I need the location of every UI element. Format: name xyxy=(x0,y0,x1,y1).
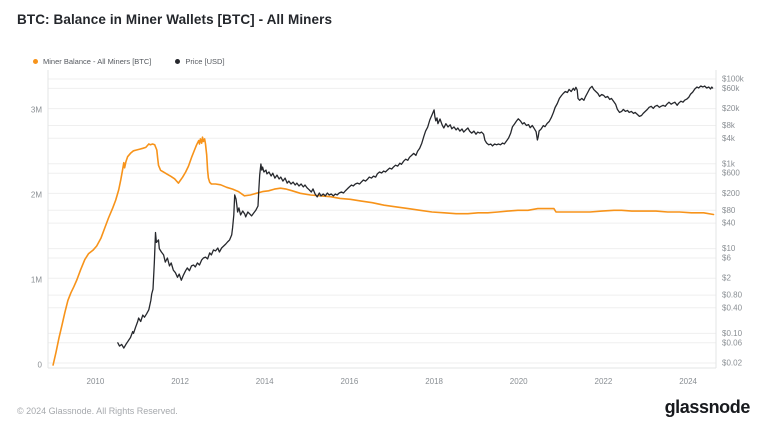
left-axis-tick-label: 0 xyxy=(38,361,43,370)
legend-dot-icon xyxy=(175,59,181,64)
legend-item-label: Miner Balance - All Miners [BTC] xyxy=(43,57,152,66)
right-axis-tick-label: $10 xyxy=(722,244,736,253)
right-axis-tick-label: $80 xyxy=(722,206,736,215)
right-axis-tick-label: $6 xyxy=(722,254,731,263)
legend-item-miner-balance[interactable]: Miner Balance - All Miners [BTC] xyxy=(33,57,151,66)
glassnode-logo: glassnode xyxy=(664,397,751,417)
plot-borders xyxy=(47,70,717,369)
right-axis-tick-label: $1k xyxy=(722,159,736,168)
right-axis-tick-label: $0.02 xyxy=(722,359,743,368)
right-axis-tick-label: $0.10 xyxy=(722,329,743,338)
price-line[interactable] xyxy=(117,85,714,349)
right-axis-tick-label: $100k xyxy=(722,75,745,84)
right-axis-tick-label: $2 xyxy=(722,274,731,283)
page-title: BTC: Balance in Miner Wallets [BTC] - Al… xyxy=(17,12,333,27)
left-axis-tick-label: 3M xyxy=(31,106,42,115)
right-axis-tick-label: $4k xyxy=(722,134,736,143)
right-axis-tick-label: $60k xyxy=(722,84,740,93)
x-axis-tick-label: 2020 xyxy=(510,377,528,386)
right-axis-tick-label: $0.06 xyxy=(722,338,743,347)
price-gridlines xyxy=(48,78,716,364)
right-axis-labels: $100k$60k$20k$8k$4k$1k$600$200$80$40$10$… xyxy=(722,75,745,368)
right-axis-tick-label: $200 xyxy=(722,189,740,198)
right-axis-tick-label: $20k xyxy=(722,104,740,113)
miner-balance-line[interactable] xyxy=(52,136,715,366)
x-axis-tick-label: 2012 xyxy=(171,377,189,386)
legend-item-price[interactable]: Price [USD] xyxy=(175,57,225,66)
right-axis-tick-label: $40 xyxy=(722,219,736,228)
left-axis-tick-label: 2M xyxy=(31,191,42,200)
right-axis-tick-label: $0.40 xyxy=(722,303,743,312)
legend-item-label: Price [USD] xyxy=(185,57,225,66)
x-axis-tick-label: 2014 xyxy=(256,377,274,386)
x-axis-tick-label: 2024 xyxy=(679,377,697,386)
left-axis-labels: 0 1M 2M 3M xyxy=(31,106,43,370)
right-axis-tick-label: $600 xyxy=(722,169,740,178)
x-axis-tick-label: 2016 xyxy=(341,377,359,386)
x-axis-labels: 2010 2012 2014 2016 2018 2020 2022 2024 xyxy=(87,377,698,386)
x-axis-tick-label: 2018 xyxy=(425,377,443,386)
right-axis-tick-label: $0.80 xyxy=(722,291,743,300)
left-axis-tick-label: 1M xyxy=(31,276,42,285)
x-axis-tick-label: 2010 xyxy=(87,377,105,386)
chart-legend: Miner Balance - All Miners [BTC] Price [… xyxy=(33,57,225,66)
right-axis-tick-label: $8k xyxy=(722,121,736,130)
copyright-text: © 2024 Glassnode. All Rights Reserved. xyxy=(17,406,178,416)
legend-dot-icon xyxy=(33,59,38,64)
x-axis-tick-label: 2022 xyxy=(595,377,613,386)
